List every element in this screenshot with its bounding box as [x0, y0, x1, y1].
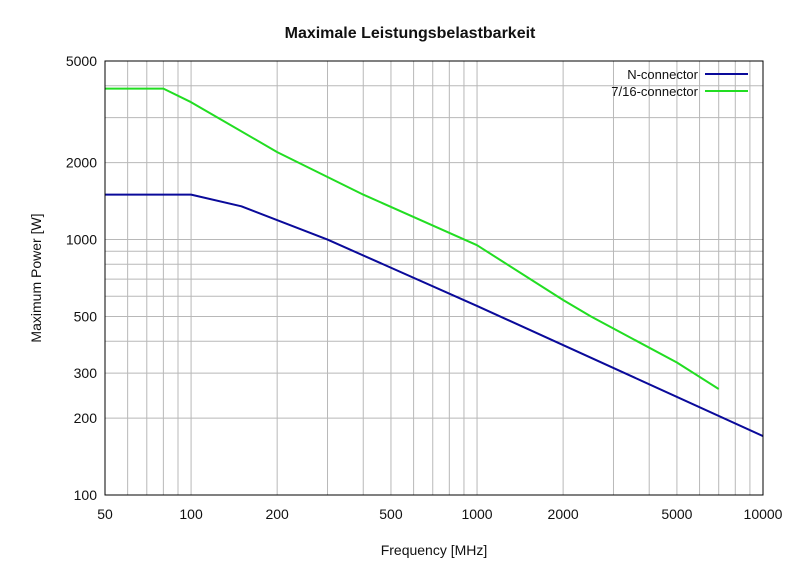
plot-frame: [104, 60, 764, 496]
chart-title: Maximale Leistungsbelastbarkeit: [285, 25, 536, 42]
series-line-seven-sixteen-connector: [105, 87, 720, 390]
y-tick-label: 300: [74, 365, 98, 381]
x-tick-label: 5000: [661, 506, 692, 522]
legend: N-connector 7/16-connector: [611, 67, 748, 99]
x-tick-label: 2000: [548, 506, 579, 522]
y-tick-label: 5000: [66, 53, 97, 69]
y-tick-label: 1000: [66, 232, 97, 248]
y-tick-label: 200: [74, 410, 98, 426]
x-tick-label: 10000: [744, 506, 783, 522]
y-tick-label: 100: [74, 487, 98, 503]
series-layer: [105, 87, 764, 438]
legend-label: N-connector: [627, 67, 698, 82]
x-axis-label: Frequency [MHz]: [381, 542, 488, 558]
x-tick-label: 100: [179, 506, 203, 522]
y-axis-label: Maximum Power [W]: [28, 213, 44, 342]
tick-layer: 50 100 200 500 1000 2000 5000 10000 100 200 300 500…: [66, 53, 783, 522]
x-tick-label: 200: [265, 506, 289, 522]
y-tick-label: 2000: [66, 155, 97, 171]
grid-layer: [105, 61, 763, 495]
x-tick-label: 50: [97, 506, 113, 522]
y-tick-label: 500: [74, 308, 98, 324]
x-tick-label: 1000: [461, 506, 492, 522]
x-tick-label: 500: [379, 506, 403, 522]
series-line-n-connector: [105, 193, 764, 438]
legend-label: 7/16-connector: [611, 84, 698, 99]
